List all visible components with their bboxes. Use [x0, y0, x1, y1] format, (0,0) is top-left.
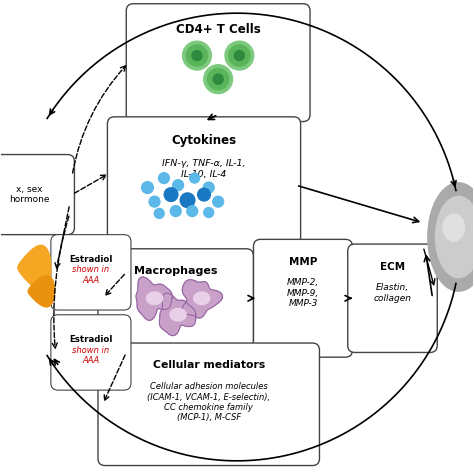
FancyBboxPatch shape	[98, 249, 254, 348]
Text: Elastin,
collagen: Elastin, collagen	[374, 283, 411, 302]
Text: AAA: AAA	[82, 356, 100, 365]
Polygon shape	[136, 277, 172, 320]
Circle shape	[212, 196, 224, 208]
Polygon shape	[193, 292, 210, 304]
Circle shape	[180, 192, 196, 208]
Text: x, sex
hormone: x, sex hormone	[9, 185, 50, 204]
Circle shape	[172, 179, 184, 191]
Circle shape	[186, 205, 198, 217]
Text: shown in: shown in	[73, 346, 109, 355]
Circle shape	[170, 205, 182, 217]
Circle shape	[148, 196, 161, 208]
Ellipse shape	[428, 183, 474, 291]
Circle shape	[202, 182, 215, 194]
Text: Cellular mediators: Cellular mediators	[153, 360, 265, 371]
Circle shape	[141, 181, 154, 194]
Circle shape	[158, 172, 170, 184]
Polygon shape	[28, 275, 55, 307]
Text: ECM: ECM	[380, 262, 405, 272]
Polygon shape	[170, 309, 186, 321]
Text: MMP-2,
MMP-9,
MMP-3: MMP-2, MMP-9, MMP-3	[287, 278, 319, 308]
Text: Estradiol: Estradiol	[69, 255, 113, 264]
Circle shape	[228, 44, 251, 67]
Circle shape	[182, 40, 212, 71]
Text: Cellular adhesion molecules
(ICAM-1, VCAM-1, E-selectin),
CC chemokine family
(M: Cellular adhesion molecules (ICAM-1, VCA…	[147, 382, 270, 422]
Text: Macrophages: Macrophages	[134, 266, 218, 276]
Text: CD4+ T Cells: CD4+ T Cells	[176, 23, 261, 36]
Circle shape	[203, 64, 233, 94]
Polygon shape	[146, 292, 163, 304]
Text: Estradiol: Estradiol	[69, 335, 113, 344]
FancyBboxPatch shape	[98, 343, 319, 465]
FancyBboxPatch shape	[51, 235, 131, 310]
Circle shape	[186, 44, 208, 67]
Polygon shape	[18, 246, 51, 290]
Ellipse shape	[443, 214, 465, 241]
Polygon shape	[182, 280, 222, 318]
Circle shape	[197, 188, 211, 201]
Circle shape	[203, 207, 214, 218]
Ellipse shape	[436, 196, 474, 278]
Circle shape	[207, 68, 229, 91]
Text: AAA: AAA	[82, 276, 100, 285]
Text: shown in: shown in	[73, 265, 109, 274]
Circle shape	[234, 50, 245, 61]
Polygon shape	[159, 293, 196, 336]
FancyBboxPatch shape	[51, 315, 131, 390]
Circle shape	[191, 50, 203, 61]
FancyBboxPatch shape	[0, 155, 74, 235]
FancyBboxPatch shape	[254, 239, 353, 357]
FancyBboxPatch shape	[126, 4, 310, 121]
Circle shape	[224, 40, 255, 71]
Text: MMP: MMP	[289, 257, 317, 267]
Circle shape	[189, 173, 200, 184]
FancyBboxPatch shape	[108, 117, 301, 254]
Circle shape	[154, 208, 165, 219]
Circle shape	[164, 187, 179, 202]
Text: IFN-γ, TNF-α, IL-1,
IL-10, IL-4: IFN-γ, TNF-α, IL-1, IL-10, IL-4	[162, 159, 246, 179]
Circle shape	[212, 73, 224, 85]
FancyBboxPatch shape	[348, 244, 438, 353]
Text: Cytokines: Cytokines	[172, 134, 237, 147]
